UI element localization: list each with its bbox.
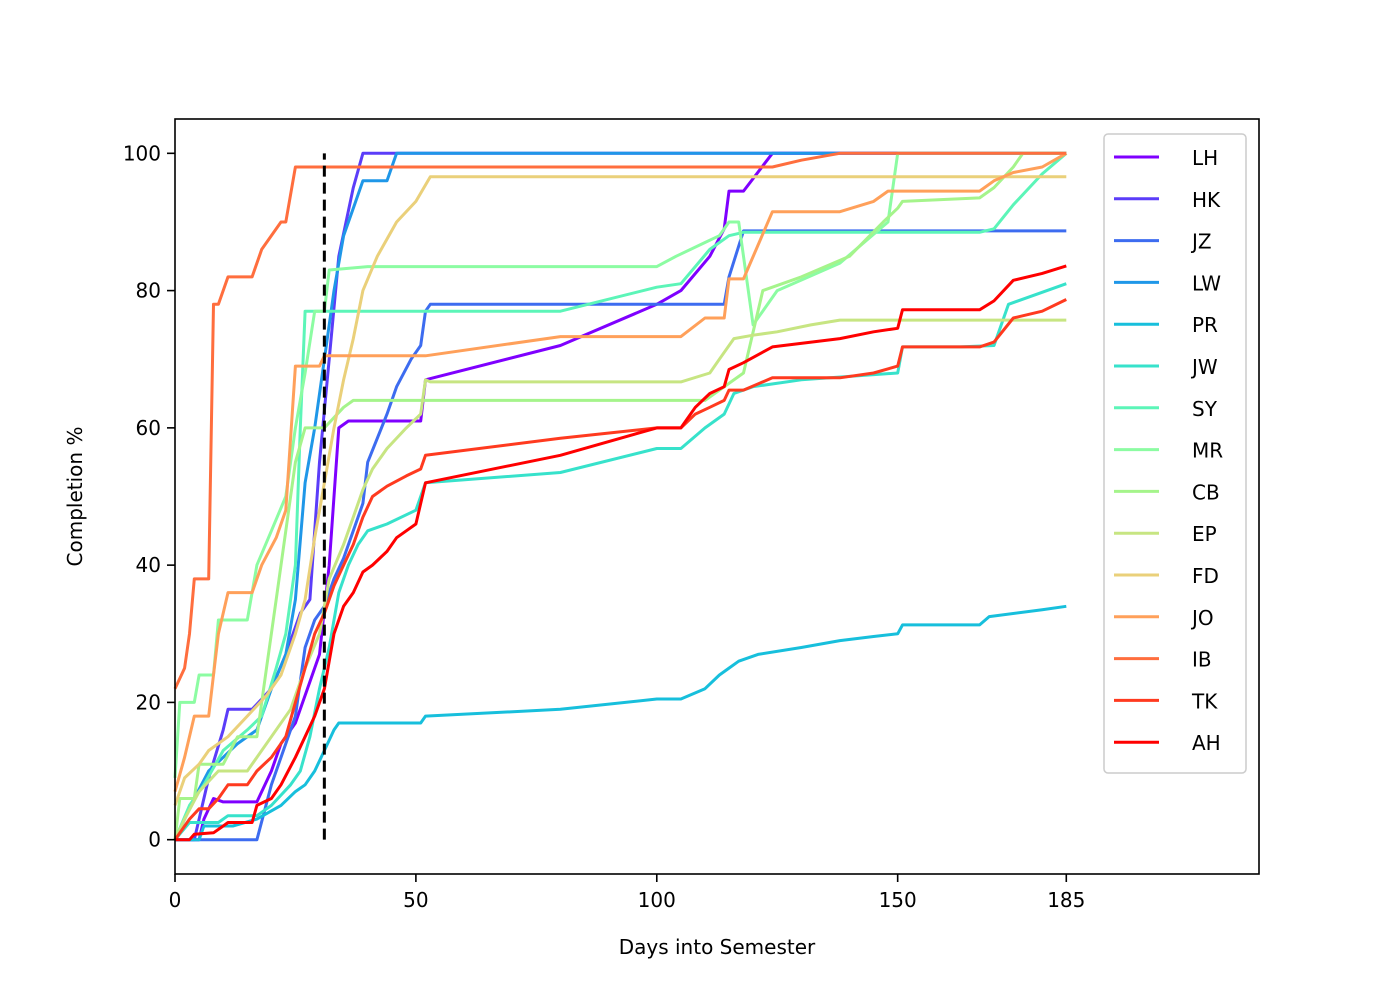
legend-entry-cb: CB: [1114, 480, 1220, 504]
x-tick-label: 100: [638, 888, 676, 912]
y-axis-label: Completion %: [63, 427, 87, 567]
legend-label: HK: [1192, 188, 1221, 212]
legend-label: CB: [1192, 480, 1220, 504]
legend-label: PR: [1192, 313, 1218, 337]
legend-entry-fd: FD: [1114, 564, 1219, 588]
plot-frame: [174, 118, 1260, 875]
legend-label: FD: [1192, 564, 1219, 588]
legend-entry-jw: JW: [1114, 355, 1218, 379]
series-line-jo: [173, 151, 1068, 793]
legend-label: LH: [1192, 146, 1218, 170]
x-axis-label: Days into Semester: [619, 935, 816, 959]
series-line-sy: [173, 152, 1068, 841]
legend-label: JO: [1190, 606, 1214, 630]
legend-label: IB: [1192, 648, 1212, 672]
series-line-lh: [175, 151, 1067, 842]
legend-entry-hk: HK: [1114, 188, 1221, 212]
series-line-jz: [175, 229, 1067, 842]
series-layer: [173, 151, 1068, 842]
y-tick-label: 100: [123, 141, 161, 165]
y-tick-label: 80: [136, 279, 161, 303]
x-tick-label: 0: [169, 888, 182, 912]
legend-entry-mr: MR: [1114, 439, 1223, 463]
legend-entry-pr: PR: [1114, 313, 1218, 337]
legend-entry-lh: LH: [1114, 146, 1218, 170]
legend-entry-jz: JZ: [1114, 230, 1212, 254]
legend-label: SY: [1192, 397, 1218, 421]
y-tick-label: 0: [148, 828, 161, 852]
series-line-cb: [173, 151, 1067, 840]
series-line-lw: [173, 151, 1067, 841]
legend-entry-ib: IB: [1114, 648, 1212, 672]
legend: LH HK JZ LW PR JW SY MR CB EP FD JO IB TK AH: [1103, 133, 1247, 774]
series-line-fd: [173, 175, 1067, 806]
legend-label: EP: [1192, 522, 1217, 546]
legend-label: JW: [1190, 355, 1218, 379]
series-line-tk: [173, 298, 1067, 841]
y-tick-label: 20: [136, 690, 161, 714]
legend-label: AH: [1192, 731, 1221, 755]
legend-label: JZ: [1190, 230, 1212, 254]
legend-box: [1103, 133, 1247, 774]
series-line-ib: [173, 151, 1067, 690]
y-tick-label: 40: [136, 553, 161, 577]
series-line-pr: [175, 604, 1067, 842]
series-line-ah: [175, 264, 1067, 842]
x-tick-label: 50: [403, 888, 428, 912]
legend-entry-jo: JO: [1114, 606, 1214, 630]
legend-entry-ah: AH: [1114, 731, 1221, 755]
series-line-ep: [173, 318, 1067, 841]
legend-label: LW: [1192, 271, 1221, 295]
legend-entry-tk: TK: [1114, 689, 1218, 713]
legend-entry-sy: SY: [1114, 397, 1218, 421]
x-tick-label: 185: [1047, 888, 1085, 912]
legend-entry-ep: EP: [1114, 522, 1217, 546]
legend-label: TK: [1191, 689, 1218, 713]
legend-entry-lw: LW: [1114, 271, 1221, 295]
axes-layer: 0 50 100 150 185 0 20 40 60 80 100: [123, 141, 1086, 912]
y-tick-label: 60: [136, 416, 161, 440]
series-line-jw: [173, 282, 1067, 841]
x-tick-label: 150: [879, 888, 917, 912]
series-line-hk: [175, 151, 1067, 842]
legend-label: MR: [1192, 439, 1223, 463]
